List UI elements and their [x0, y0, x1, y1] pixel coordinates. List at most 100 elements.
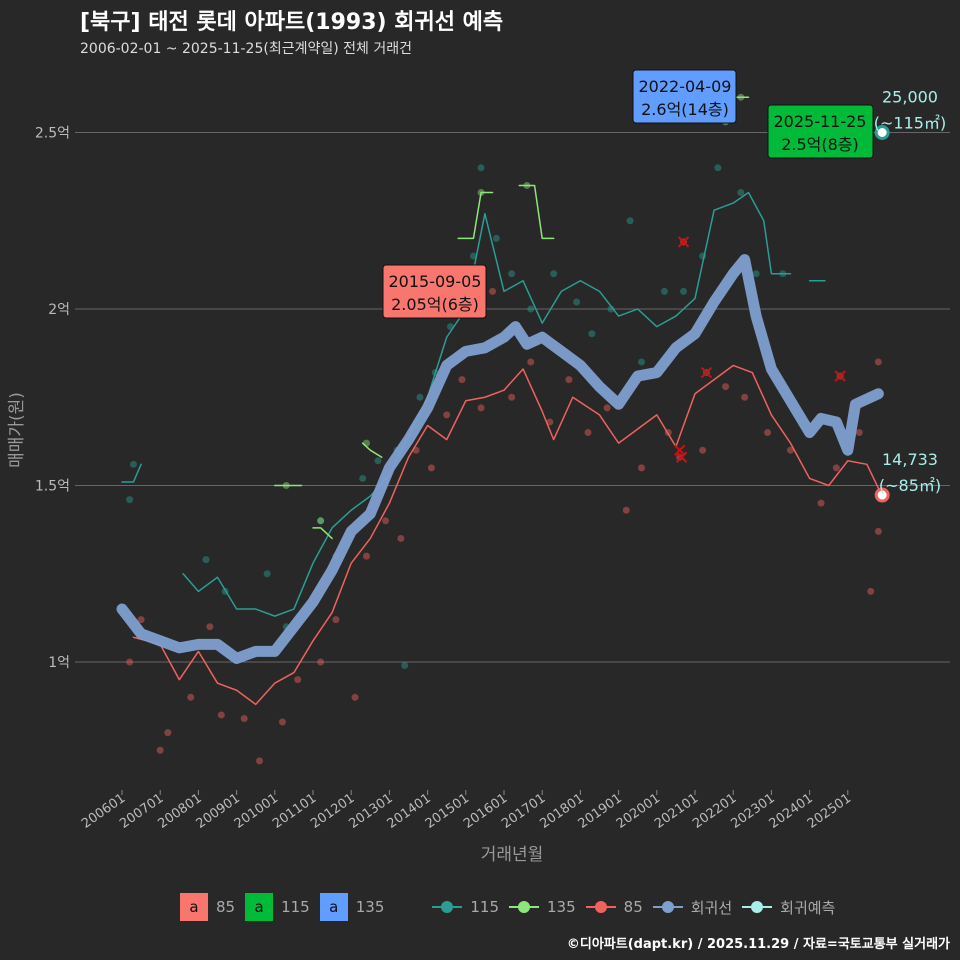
legend-line-label-prediction: 회귀예측	[780, 898, 836, 917]
series-line-115	[182, 191, 792, 617]
chart-title: [북구] 태전 롯데 아파트(1993) 회귀선 예측	[80, 10, 504, 35]
data-point-85	[427, 464, 435, 472]
data-point-135	[317, 517, 325, 525]
data-point-115	[477, 164, 485, 172]
series-line-135	[457, 191, 494, 240]
annotation-value: 2.6억(14층)	[641, 100, 729, 119]
annotation-value: 2.5억(8층)	[781, 135, 859, 154]
legend-line-label-regression: 회귀선	[690, 898, 733, 917]
annotation-date: 2015-09-05	[389, 272, 482, 291]
legend-key-135	[509, 897, 540, 917]
data-point-115	[527, 305, 535, 313]
legend-label-115: 115	[281, 898, 310, 916]
chart-subtitle: 2006-02-01 ~ 2025-11-25(최근계약일) 전체 거래건	[80, 41, 412, 57]
data-point-115	[714, 164, 722, 172]
data-point-85	[397, 534, 405, 542]
data-point-85	[477, 404, 485, 412]
data-point-115	[469, 252, 477, 260]
annotation-value: 2.05억(6층)	[391, 295, 479, 314]
legend-line-label-85: 85	[623, 898, 643, 916]
data-point-85	[206, 623, 214, 631]
data-point-85	[137, 616, 145, 624]
data-point-115	[680, 287, 688, 295]
prediction-point	[874, 487, 890, 503]
legend-key-regression	[652, 897, 683, 917]
data-point-115	[638, 358, 646, 366]
data-point-85	[278, 718, 286, 726]
data-point-85	[126, 658, 134, 666]
annotation-label: 2022-04-09 2.6억(14층)	[632, 69, 737, 124]
legend-box-135: a	[319, 893, 348, 921]
x-axis-label: 거래년월	[481, 845, 544, 865]
prediction-point	[874, 125, 890, 140]
data-point-85	[240, 714, 248, 722]
data-point-115	[573, 298, 581, 306]
data-point-85	[741, 393, 749, 401]
y-tick-label: 2.5억	[35, 126, 70, 142]
data-point-115	[588, 330, 596, 338]
data-point-85	[256, 757, 264, 765]
series-line-135	[361, 442, 383, 459]
data-point-115	[550, 270, 558, 278]
data-point-85	[722, 383, 730, 391]
data-point-85	[187, 693, 195, 701]
data-point-85	[603, 404, 611, 412]
prediction-area: (~115㎡)	[874, 114, 946, 133]
annotation-box	[767, 104, 874, 159]
data-point-115	[660, 287, 668, 295]
data-point-115	[626, 217, 634, 225]
highlight-x-marker	[834, 370, 846, 382]
annotation-date: 2022-04-09	[639, 77, 732, 96]
data-point-115	[263, 570, 271, 578]
y-tick-label: 1억	[48, 655, 70, 671]
annotation-box	[382, 264, 487, 319]
data-point-85	[764, 429, 772, 437]
annotation-label: 2025-11-25 2.5억(8층)	[767, 104, 874, 159]
prediction-amount: 14,733	[882, 450, 938, 469]
series-line-115	[121, 463, 142, 483]
series-line-85	[132, 364, 883, 706]
data-point-115	[126, 496, 134, 504]
data-point-85	[699, 446, 707, 454]
data-point-85	[458, 376, 466, 384]
data-point-85	[489, 287, 497, 295]
legend-box-115: a	[245, 893, 274, 921]
data-point-115	[374, 457, 382, 465]
x-tick-label: 202501	[805, 791, 854, 832]
data-point-135	[362, 439, 370, 447]
data-point-85	[317, 658, 325, 666]
data-point-85	[622, 506, 630, 514]
data-point-85	[874, 527, 882, 535]
data-point-85	[508, 393, 516, 401]
legend-box-85: a	[180, 893, 208, 921]
data-point-115	[737, 189, 745, 197]
caption: ©디아파트(dapt.kr) / 2025.11.29 / 자료=국토교통부 실…	[566, 937, 950, 952]
data-point-85	[294, 676, 302, 684]
data-point-85	[164, 729, 172, 737]
data-point-85	[638, 464, 646, 472]
prediction-amount: 25,000	[882, 88, 938, 107]
data-point-85	[332, 616, 340, 624]
data-point-115	[401, 662, 409, 670]
data-point-85	[565, 376, 573, 384]
series-line-135	[518, 184, 555, 240]
highlight-x-marker	[674, 444, 686, 456]
data-point-85	[351, 693, 359, 701]
legend-key-prediction	[742, 897, 773, 917]
highlight-x-marker	[675, 451, 688, 463]
data-point-85	[676, 453, 684, 461]
data-point-85	[527, 358, 535, 366]
data-point-115	[129, 460, 137, 468]
data-point-85	[867, 587, 875, 595]
data-point-85	[382, 517, 390, 525]
legend-key-115	[432, 897, 463, 917]
data-point-115	[317, 517, 325, 525]
data-point-115	[359, 474, 367, 482]
data-point-85	[156, 746, 164, 754]
data-point-115	[508, 270, 516, 278]
annotation-label: 2015-09-05 2.05억(6층)	[382, 264, 487, 319]
data-point-85	[832, 464, 840, 472]
legend: a 85 a 115 a 135 115 135 85 회귀선 회귀예측	[180, 893, 845, 921]
data-point-85	[787, 446, 794, 454]
